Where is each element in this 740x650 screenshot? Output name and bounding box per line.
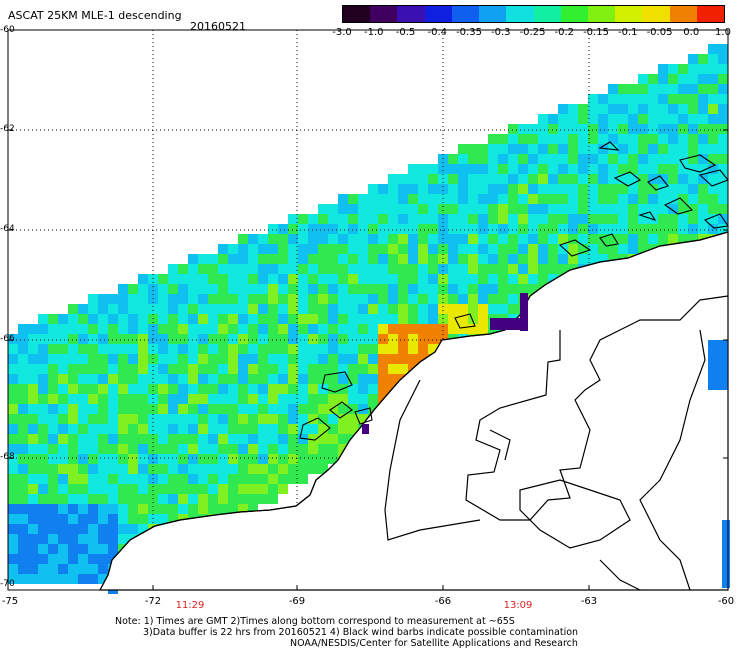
colorbar-tick-label: -0.1: [617, 27, 638, 38]
colorbar-segment: [451, 6, 480, 22]
y-label-68: -68: [0, 452, 15, 462]
x-label-72: -72: [144, 596, 162, 607]
colorbar-tick-label: -0.4: [427, 27, 448, 38]
colorbar-tick-label: 0.0: [683, 27, 700, 38]
colorbar-segment: [343, 6, 371, 22]
colorbar-segment: [587, 6, 616, 22]
colorbar: [342, 5, 725, 23]
colorbar-tick-label: -1.0: [363, 27, 384, 38]
colorbar-segment: [615, 6, 643, 22]
colorbar-tick-label: -0.25: [519, 27, 546, 38]
time-label-start: 11:29: [175, 600, 205, 611]
map-frame: [7, 29, 729, 591]
ticks: [8, 129, 728, 590]
note-line-1: Note: 1) Times are GMT 2)Times along bot…: [115, 616, 515, 627]
map-date: 20160521: [190, 20, 246, 33]
wind-swath: [8, 44, 728, 594]
colorbar-segment: [696, 6, 725, 22]
x-label-63: -63: [580, 596, 598, 607]
x-label-69: -69: [288, 596, 306, 607]
coastline: [99, 231, 729, 591]
colorbar-segment: [424, 6, 452, 22]
x-label-75: -75: [1, 596, 19, 607]
y-label-70: -70: [0, 579, 15, 589]
x-label-66: -66: [434, 596, 452, 607]
note-line-3: NOAA/NESDIS/Center for Satellite Applica…: [290, 638, 578, 649]
colorbar-segment: [533, 6, 561, 22]
edge-bar-lower: [722, 520, 730, 588]
colorbar-tick-label: -0.35: [456, 27, 482, 38]
y-label-66: -66: [0, 334, 15, 344]
colorbar-tick-label: -0.5: [395, 27, 416, 38]
y-label-60: -60: [0, 25, 15, 35]
colorbar-segment: [642, 6, 670, 22]
islands: [299, 141, 729, 441]
colorbar-tick-label: 1.0: [715, 27, 731, 38]
colorbar-segment: [669, 6, 697, 22]
colorbar-segment: [506, 6, 534, 22]
map-title: ASCAT 25KM MLE-1 descending: [8, 9, 182, 22]
colorbar-tick-label: -0.15: [583, 27, 609, 38]
note-line-2: 3)Data buffer is 22 hrs from 20160521 4)…: [143, 627, 579, 638]
colorbar-tick-label: -3.0: [332, 27, 352, 38]
y-label-64: -64: [0, 224, 15, 234]
edge-bar-upper: [708, 340, 728, 390]
colorbar-segment: [370, 6, 398, 22]
anomaly-patches: [362, 293, 528, 434]
colorbar-segment: [560, 6, 588, 22]
time-label-end: 13:09: [503, 600, 533, 611]
colorbar-tick-label: -0.05: [646, 27, 673, 38]
x-label-60: -60: [717, 596, 735, 607]
colorbar-tick-label: -0.2: [554, 27, 575, 38]
colorbar-segment: [479, 6, 507, 22]
colorbar-tick-label: -0.3: [490, 27, 511, 38]
y-label-62: -62: [0, 124, 15, 134]
colorbar-segment: [397, 6, 425, 22]
